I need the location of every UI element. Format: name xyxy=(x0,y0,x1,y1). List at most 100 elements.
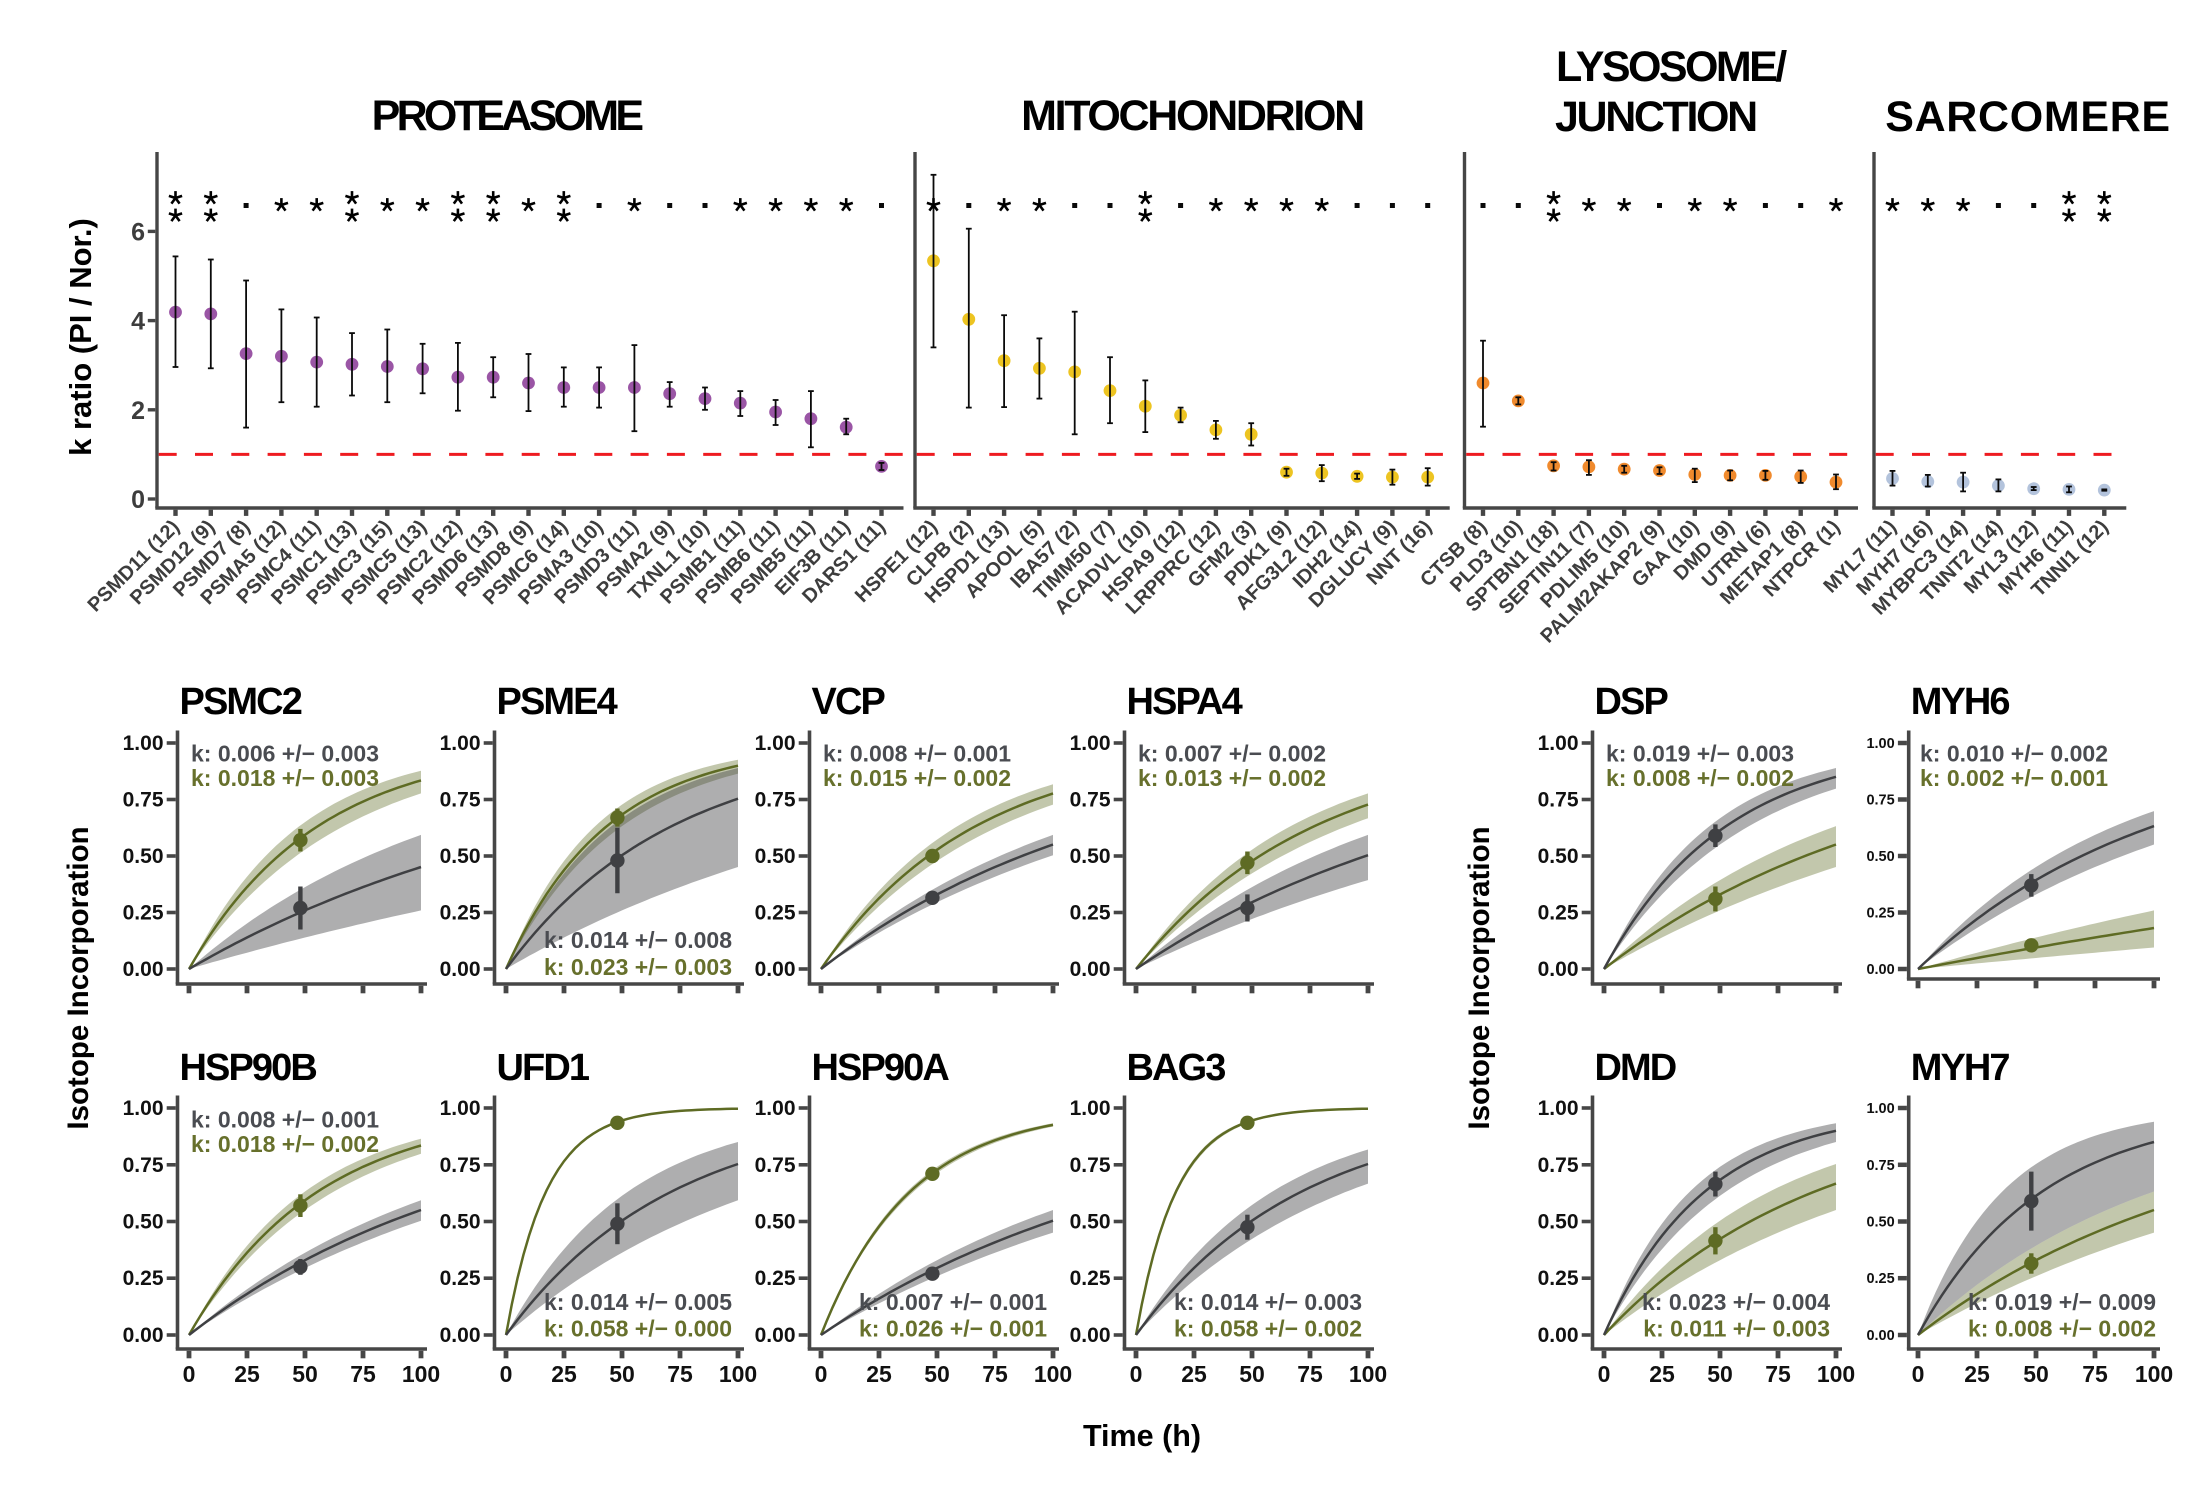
svg-text:k: 0.014 +/− 0.008: k: 0.014 +/− 0.008 xyxy=(544,927,732,953)
svg-text:DSP: DSP xyxy=(1595,681,1669,723)
svg-text:DMD: DMD xyxy=(1595,1047,1676,1089)
svg-text:1.00: 1.00 xyxy=(123,1097,164,1120)
svg-text:0: 0 xyxy=(131,486,145,514)
svg-text:0.50: 0.50 xyxy=(1866,1215,1894,1231)
svg-text:75: 75 xyxy=(2082,1361,2108,1387)
svg-text:0.75: 0.75 xyxy=(1538,789,1579,812)
svg-text:50: 50 xyxy=(1707,1361,1733,1387)
svg-text:PROTEASOME: PROTEASOME xyxy=(372,92,643,140)
svg-text:k: 0.002 +/− 0.001: k: 0.002 +/− 0.001 xyxy=(1920,765,2108,791)
svg-text:25: 25 xyxy=(551,1361,577,1387)
svg-text:k: 0.011 +/− 0.003: k: 0.011 +/− 0.003 xyxy=(1643,1316,1830,1342)
svg-text:0.00: 0.00 xyxy=(755,1324,796,1347)
svg-text:0.50: 0.50 xyxy=(440,1211,481,1234)
svg-text:HSP90B: HSP90B xyxy=(180,1047,317,1089)
svg-text:k: 0.023 +/− 0.004: k: 0.023 +/− 0.004 xyxy=(1642,1289,1830,1315)
svg-text:0.75: 0.75 xyxy=(1070,1154,1111,1177)
svg-text:BAG3: BAG3 xyxy=(1127,1047,1226,1089)
svg-text:0.25: 0.25 xyxy=(1866,906,1894,922)
svg-text:1.00: 1.00 xyxy=(1538,1097,1579,1120)
svg-text:k ratio (PI / Nor.): k ratio (PI / Nor.) xyxy=(63,218,98,456)
svg-text:HSP90A: HSP90A xyxy=(812,1047,950,1089)
svg-text:PSMC2: PSMC2 xyxy=(180,681,302,723)
svg-text:0.75: 0.75 xyxy=(755,1154,796,1177)
svg-text:0.00: 0.00 xyxy=(440,1324,481,1347)
svg-text:1.00: 1.00 xyxy=(1070,732,1111,755)
svg-text:100: 100 xyxy=(402,1361,440,1387)
svg-text:Time (h): Time (h) xyxy=(1083,1419,1201,1453)
svg-text:k: 0.008 +/− 0.001: k: 0.008 +/− 0.001 xyxy=(823,741,1011,767)
svg-text:k: 0.026 +/− 0.001: k: 0.026 +/− 0.001 xyxy=(859,1316,1047,1342)
svg-text:k: 0.018 +/− 0.002: k: 0.018 +/− 0.002 xyxy=(191,1131,379,1157)
svg-text:50: 50 xyxy=(292,1361,318,1387)
svg-text:25: 25 xyxy=(866,1361,892,1387)
svg-text:0.00: 0.00 xyxy=(1070,958,1111,981)
svg-text:0.25: 0.25 xyxy=(1070,1267,1111,1290)
svg-text:SARCOMERE: SARCOMERE xyxy=(1885,93,2171,141)
svg-text:1.00: 1.00 xyxy=(1070,1097,1111,1120)
svg-text:k: 0.018 +/− 0.003: k: 0.018 +/− 0.003 xyxy=(191,765,379,791)
svg-text:k: 0.013 +/− 0.002: k: 0.013 +/− 0.002 xyxy=(1138,765,1326,791)
svg-text:0.25: 0.25 xyxy=(1070,902,1111,925)
svg-text:k: 0.008 +/− 0.001: k: 0.008 +/− 0.001 xyxy=(191,1107,379,1133)
svg-text:25: 25 xyxy=(234,1361,260,1387)
svg-text:JUNCTION: JUNCTION xyxy=(1555,93,1756,141)
svg-text:0.75: 0.75 xyxy=(123,1154,164,1177)
svg-text:0.50: 0.50 xyxy=(1538,1211,1579,1234)
svg-text:0: 0 xyxy=(1598,1361,1611,1387)
svg-text:PSME4: PSME4 xyxy=(497,681,618,723)
svg-text:75: 75 xyxy=(667,1361,693,1387)
svg-text:k: 0.006 +/− 0.003: k: 0.006 +/− 0.003 xyxy=(191,741,379,767)
svg-text:Isotope Incorporation: Isotope Incorporation xyxy=(62,826,95,1129)
svg-text:k: 0.008 +/− 0.002: k: 0.008 +/− 0.002 xyxy=(1968,1316,2156,1342)
svg-text:MYH7: MYH7 xyxy=(1911,1047,2010,1089)
svg-text:75: 75 xyxy=(1297,1361,1323,1387)
svg-text:k: 0.010 +/− 0.002: k: 0.010 +/− 0.002 xyxy=(1920,741,2108,767)
svg-text:0.25: 0.25 xyxy=(440,902,481,925)
svg-text:0.25: 0.25 xyxy=(440,1267,481,1290)
svg-text:0.00: 0.00 xyxy=(1538,958,1579,981)
svg-text:0.00: 0.00 xyxy=(123,958,164,981)
svg-text:0.50: 0.50 xyxy=(123,1211,164,1234)
svg-text:0.75: 0.75 xyxy=(1538,1154,1579,1177)
svg-text:k: 0.015 +/− 0.002: k: 0.015 +/− 0.002 xyxy=(823,765,1011,791)
svg-text:0.75: 0.75 xyxy=(440,789,481,812)
svg-text:25: 25 xyxy=(1964,1361,1990,1387)
svg-text:25: 25 xyxy=(1181,1361,1207,1387)
svg-text:0.50: 0.50 xyxy=(123,845,164,868)
svg-text:50: 50 xyxy=(2023,1361,2049,1387)
svg-text:HSPA4: HSPA4 xyxy=(1127,681,1243,723)
svg-text:1.00: 1.00 xyxy=(755,1097,796,1120)
svg-text:0.75: 0.75 xyxy=(1866,1158,1894,1174)
svg-text:k: 0.007 +/− 0.002: k: 0.007 +/− 0.002 xyxy=(1138,741,1326,767)
svg-text:50: 50 xyxy=(609,1361,635,1387)
svg-text:k: 0.007 +/− 0.001: k: 0.007 +/− 0.001 xyxy=(859,1289,1047,1315)
svg-text:k: 0.023 +/− 0.003: k: 0.023 +/− 0.003 xyxy=(544,954,732,980)
svg-text:4: 4 xyxy=(131,308,145,336)
svg-text:0: 0 xyxy=(815,1361,828,1387)
svg-text:6: 6 xyxy=(131,218,145,246)
svg-text:UFD1: UFD1 xyxy=(497,1047,590,1089)
svg-text:2: 2 xyxy=(131,397,145,425)
svg-text:100: 100 xyxy=(719,1361,757,1387)
svg-text:0.00: 0.00 xyxy=(123,1324,164,1347)
svg-text:1.00: 1.00 xyxy=(1538,732,1579,755)
svg-text:0.50: 0.50 xyxy=(1070,1211,1111,1234)
svg-text:50: 50 xyxy=(924,1361,950,1387)
svg-text:0.00: 0.00 xyxy=(1866,1328,1894,1344)
svg-text:0.25: 0.25 xyxy=(755,902,796,925)
svg-text:1.00: 1.00 xyxy=(440,1097,481,1120)
svg-text:0.50: 0.50 xyxy=(755,1211,796,1234)
svg-text:0.00: 0.00 xyxy=(1538,1324,1579,1347)
svg-text:k: 0.008 +/− 0.002: k: 0.008 +/− 0.002 xyxy=(1606,765,1794,791)
svg-text:0: 0 xyxy=(183,1361,196,1387)
svg-text:0.25: 0.25 xyxy=(123,1267,164,1290)
svg-text:0.50: 0.50 xyxy=(755,845,796,868)
svg-text:75: 75 xyxy=(350,1361,376,1387)
svg-text:25: 25 xyxy=(1649,1361,1675,1387)
svg-text:k: 0.058 +/− 0.002: k: 0.058 +/− 0.002 xyxy=(1174,1316,1362,1342)
svg-text:0.25: 0.25 xyxy=(1538,902,1579,925)
svg-text:0.50: 0.50 xyxy=(1538,845,1579,868)
svg-text:100: 100 xyxy=(2135,1361,2173,1387)
svg-text:1.00: 1.00 xyxy=(1866,736,1894,752)
